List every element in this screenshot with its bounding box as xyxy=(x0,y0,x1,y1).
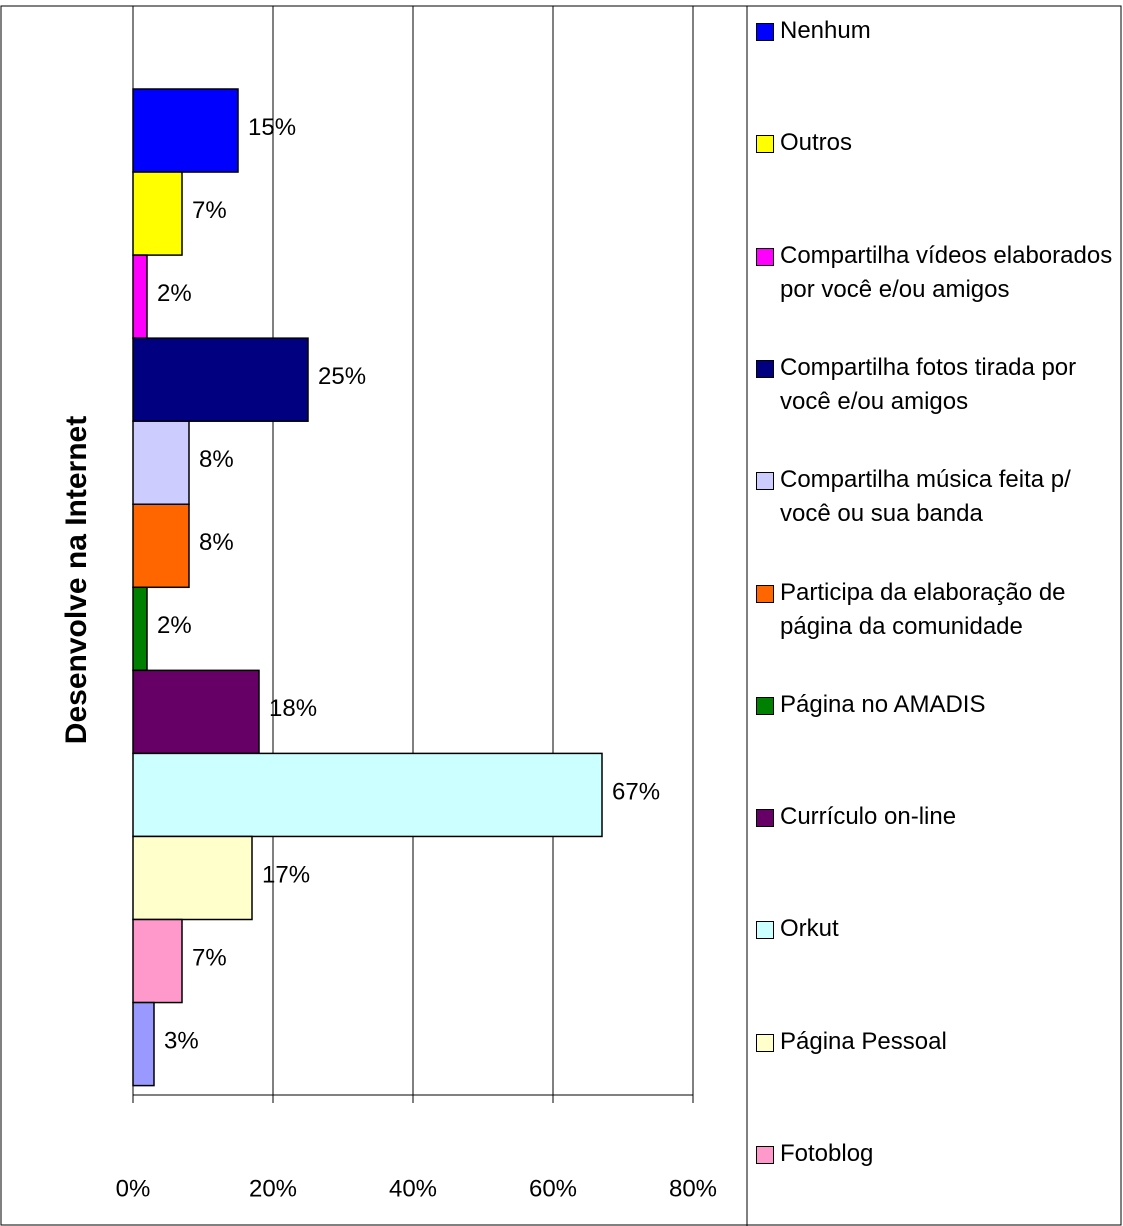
bar xyxy=(132,503,190,589)
legend-item: Participa da elaboração de página da com… xyxy=(756,576,1116,644)
bar xyxy=(132,171,183,256)
legend-label: Fotoblog xyxy=(780,1140,874,1167)
value-label: 2% xyxy=(157,612,192,639)
legend-swatch xyxy=(756,584,774,603)
bar xyxy=(132,918,183,1004)
legend-swatch xyxy=(756,809,774,828)
value-label: 8% xyxy=(199,529,234,556)
x-tick-label: 0% xyxy=(116,1175,151,1202)
chart-border xyxy=(0,5,1122,1226)
legend-swatch xyxy=(756,135,774,154)
value-label: 67% xyxy=(612,778,660,805)
legend-item: Compartilha música feita p/ você ou sua … xyxy=(756,463,1116,531)
legend-label: Compartilha fotos tirada por você e/ou a… xyxy=(780,353,1077,415)
legend-swatch xyxy=(756,472,774,491)
bar xyxy=(132,835,253,921)
legend-label: Página Pessoal xyxy=(780,1027,947,1055)
value-label: 7% xyxy=(192,197,227,224)
bar xyxy=(132,420,190,506)
bar xyxy=(132,337,309,422)
bar xyxy=(132,669,260,755)
legend-label: Participa da elaboração de página da com… xyxy=(780,578,1066,640)
x-tick-label: 80% xyxy=(669,1175,717,1202)
value-label: 2% xyxy=(157,280,192,307)
x-tick-label: 60% xyxy=(529,1175,577,1202)
legend-item: Currículo on-line xyxy=(756,800,1116,834)
bar xyxy=(132,88,239,173)
legend-label: Outros xyxy=(780,129,853,157)
axis-title: Desenvolve na Internet xyxy=(60,416,93,744)
bar xyxy=(132,752,603,838)
value-label: 8% xyxy=(199,446,234,473)
bar xyxy=(132,254,148,339)
bar xyxy=(132,586,148,672)
legend-swatch xyxy=(756,359,774,378)
legend-swatch xyxy=(756,23,774,41)
value-label: 7% xyxy=(192,944,227,971)
value-label: 18% xyxy=(269,695,317,722)
legend-item: Nenhum xyxy=(756,14,1116,48)
bar xyxy=(132,1001,155,1087)
legend-label: Orkut xyxy=(780,915,839,943)
legend-label: Compartilha música feita p/ você ou sua … xyxy=(780,466,1071,528)
legend-item: Compartilha vídeos elaborados por você e… xyxy=(756,239,1116,307)
legend-item: Página Pessoal xyxy=(756,1025,1116,1059)
value-label: 15% xyxy=(248,114,296,141)
x-tick-label: 40% xyxy=(389,1175,437,1202)
legend-item: Página no AMADIS xyxy=(756,688,1116,722)
legend-label: Currículo on-line xyxy=(780,803,957,831)
legend-item: Outros xyxy=(756,126,1116,160)
legend-label: Compartilha vídeos elaborados por você e… xyxy=(780,241,1113,303)
legend-swatch xyxy=(756,921,774,940)
value-label: 17% xyxy=(262,861,310,888)
legend-swatch xyxy=(756,1033,774,1052)
value-label: 3% xyxy=(164,1027,199,1054)
x-tick-label: 20% xyxy=(249,1175,297,1202)
legend: Nenhum Outros Compartilha vídeos elaborado… xyxy=(748,0,1120,1226)
legend-label: Nenhum xyxy=(780,17,871,44)
legend-swatch xyxy=(756,696,774,715)
legend-label: Página no AMADIS xyxy=(780,690,986,718)
value-label: 25% xyxy=(318,363,366,390)
legend-item: Fotoblog xyxy=(756,1137,1116,1171)
legend-swatch xyxy=(756,247,774,266)
legend-item: Orkut xyxy=(756,912,1116,946)
legend-swatch xyxy=(756,1146,774,1164)
legend-item: Compartilha fotos tirada por você e/ou a… xyxy=(756,351,1116,419)
